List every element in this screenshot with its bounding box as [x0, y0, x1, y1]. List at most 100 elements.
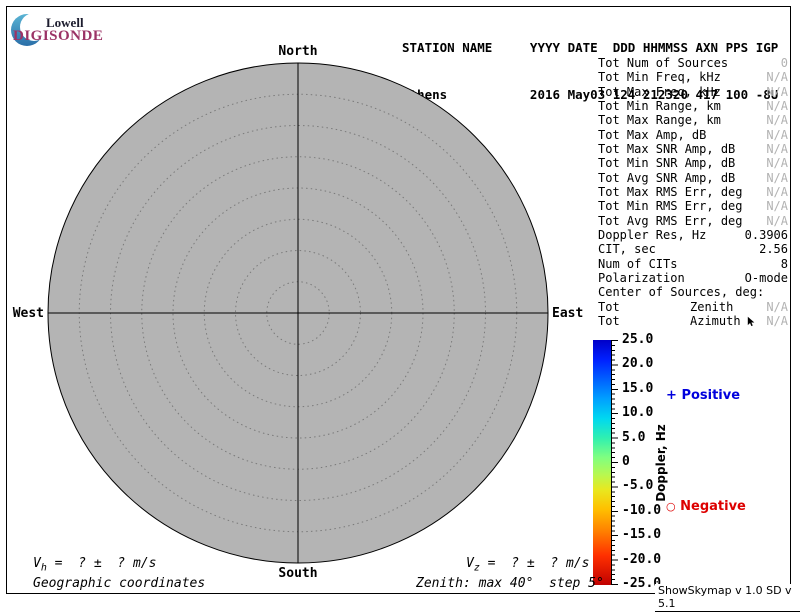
vh-readout: Vh = ? ± ? m/s: [33, 556, 157, 574]
stat-value: N/A: [766, 142, 788, 157]
stat-label: CIT, sec: [598, 242, 656, 257]
vh-value: = ? ± ? m/s: [46, 556, 157, 571]
legend-negative: ○ Negative: [666, 499, 746, 514]
stat-value: N/A: [766, 213, 788, 228]
stat-label: Tot Avg RMS Err, deg: [598, 213, 743, 228]
colorbar-tick-label: -20.0: [622, 552, 662, 567]
stat-value: N/A: [766, 156, 788, 171]
crescent-icon: [11, 13, 48, 46]
stat-row: Tot Max RMS Err, deg N/A: [598, 185, 788, 199]
stat-label: Polarization: [598, 271, 685, 286]
legend-negative-label: Negative: [680, 499, 746, 514]
plot-frame: [6, 6, 791, 594]
vz-symbol: V: [466, 556, 474, 571]
circle-marker-icon: ○: [666, 500, 676, 513]
colorbar-tick-label: 25.0: [622, 332, 654, 347]
stat-label: Tot Min RMS Err, deg: [598, 199, 743, 214]
stat-row: Doppler Res, Hz 0.3906: [598, 228, 788, 242]
stat-sublabel: Zenith: [690, 299, 734, 314]
stat-label: Tot Max Amp, dB: [598, 127, 707, 142]
colorbar-tick-label: -15.0: [622, 527, 662, 542]
vh-symbol: V: [33, 556, 41, 571]
colorbar-tick-label: 0: [622, 454, 630, 469]
stat-label: Tot Num of Sources: [598, 55, 729, 70]
legend-positive-label: Positive: [681, 388, 741, 403]
colorbar-tick-label: 10.0: [622, 405, 654, 420]
stat-value: 2.56: [759, 242, 788, 257]
stat-row: Tot Min Range, km N/A: [598, 99, 788, 113]
version-label: ShowSkymap v 1.0 SD v 5.1: [655, 584, 800, 612]
vz-value: = ? ± ? m/s: [479, 556, 590, 571]
logo-text-lowell: Lowell: [46, 15, 84, 30]
skymap-plot: [47, 62, 549, 564]
colorbar-tick-label: -25.0: [622, 576, 662, 591]
colorbar-tick-label: -10.0: [622, 503, 662, 518]
stat-row: Tot Num of Sources 0: [598, 56, 788, 70]
stat-value: N/A: [766, 99, 788, 113]
stat-label: Tot: [598, 299, 620, 314]
stat-row: Tot Min RMS Err, deg N/A: [598, 199, 788, 213]
zenith-note: Zenith: max 40° step 5°: [416, 576, 604, 591]
stat-row: Tot Azimuth N/A: [598, 314, 788, 328]
stat-label: Tot: [598, 314, 620, 329]
colorbar-axis-line: [611, 340, 612, 585]
vz-readout: Vz = ? ± ? m/s: [466, 556, 590, 574]
logo-text-digisonde: DIGISONDE: [13, 28, 104, 44]
colorbar-axis-title: Doppler, Hz: [654, 424, 668, 502]
stat-row: Num of CITs 8: [598, 257, 788, 271]
label-north: North: [278, 44, 318, 59]
plus-marker-icon: +: [666, 388, 677, 403]
stat-label: Tot Min Range, km: [598, 99, 721, 113]
stat-sublabel: Azimuth: [690, 314, 741, 329]
colorbar-tick-label: 20.0: [622, 356, 654, 371]
stat-value: N/A: [766, 84, 788, 99]
header-block: STATION NAME YYYY DATE DDD HHMMSS AXN PP…: [402, 9, 778, 118]
stat-label: Tot Avg SNR Amp, dB: [598, 170, 736, 185]
stat-value: N/A: [766, 70, 788, 85]
stat-label: Tot Max RMS Err, deg: [598, 185, 743, 200]
header-columns: STATION NAME YYYY DATE DDD HHMMSS AXN PP…: [402, 40, 779, 55]
colorbar-tick-label: 15.0: [622, 381, 654, 396]
stat-row: CIT, sec 2.56: [598, 242, 788, 256]
stat-label: Doppler Res, Hz: [598, 228, 707, 243]
label-south: South: [278, 566, 318, 581]
stat-value: O-mode: [744, 271, 788, 286]
stat-value: N/A: [766, 299, 788, 314]
colorbar-tick-label: -5.0: [622, 478, 654, 493]
stat-value: 0: [780, 55, 788, 70]
stat-row: Tot Max Range, km N/A: [598, 113, 788, 127]
stat-row: Tot Min Freq, kHz N/A: [598, 70, 788, 84]
stat-row: Tot Zenith N/A: [598, 300, 788, 314]
stat-value: 0.3906: [744, 228, 788, 243]
doppler-colorbar: [593, 340, 611, 585]
stat-value: 8: [780, 256, 788, 271]
stat-label: Center of Sources, deg:: [598, 285, 765, 300]
stat-value: N/A: [766, 314, 788, 329]
stat-row: Polarization O-mode: [598, 271, 788, 285]
stat-label: Tot Min Freq, kHz: [598, 70, 721, 85]
stat-value: N/A: [766, 170, 788, 185]
stat-value: N/A: [766, 113, 788, 128]
stat-label: Tot Max Freq, kHz: [598, 84, 721, 99]
stat-row: Tot Max Amp, dB N/A: [598, 128, 788, 142]
stat-label: Tot Min SNR Amp, dB: [598, 156, 736, 171]
label-east: East: [552, 306, 584, 321]
stat-row: Tot Avg SNR Amp, dB N/A: [598, 171, 788, 185]
stat-label: Tot Max Range, km: [598, 113, 721, 128]
stat-value: N/A: [766, 199, 788, 214]
colorbar-tick-label: 5.0: [622, 430, 646, 445]
coordinates-note: Geographic coordinates: [33, 576, 206, 591]
stat-row: Tot Avg RMS Err, deg N/A: [598, 214, 788, 228]
stat-row: Tot Min SNR Amp, dB N/A: [598, 156, 788, 170]
legend-positive: + Positive: [666, 388, 740, 403]
stat-row: Center of Sources, deg:: [598, 285, 788, 300]
stat-value: N/A: [766, 185, 788, 200]
stats-panel: Tot Num of Sources 0 Tot Min Freq, kHz N/A…: [598, 56, 788, 329]
stat-row: Tot Max SNR Amp, dB N/A: [598, 142, 788, 156]
stat-value: N/A: [766, 127, 788, 142]
stat-label: Tot Max SNR Amp, dB: [598, 142, 736, 157]
stat-label: Num of CITs: [598, 256, 678, 271]
label-west: West: [12, 306, 44, 321]
colorbar-major-ticks: [612, 340, 618, 586]
